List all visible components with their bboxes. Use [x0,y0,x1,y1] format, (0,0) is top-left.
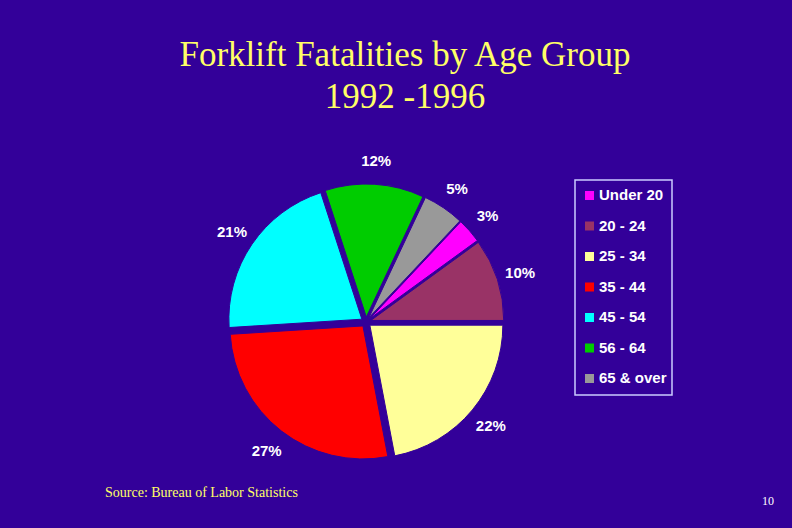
legend-label: 45 - 54 [599,308,646,325]
source-note: Source: Bureau of Labor Statistics [105,485,298,500]
slice [370,325,503,456]
legend-swatch [585,313,594,322]
legend-swatch [585,191,594,200]
title: Forklift Fatalities by Age Group [179,35,630,74]
legend-swatch [585,222,594,231]
legend-label: 65 & over [599,369,667,386]
page-number: 10 [762,494,774,508]
legend-label: 35 - 44 [599,278,646,295]
legend-label: 25 - 34 [599,247,646,264]
slice [230,326,388,459]
chart: Forklift Fatalities by Age Group1992 -19… [0,0,792,528]
data-label: 22% [476,417,506,434]
data-label: 5% [446,180,468,197]
legend-swatch [585,344,594,353]
legend-label: 56 - 64 [599,339,646,356]
pie [229,184,504,459]
legend-box [575,180,672,395]
data-label: 12% [361,152,391,169]
legend-swatch [585,252,594,261]
data-label: 3% [477,207,499,224]
legend-swatch [585,374,594,383]
subtitle: 1992 -1996 [325,77,485,116]
data-label: 21% [217,223,247,240]
legend-swatch [585,283,594,292]
slice [369,198,460,318]
data-label: 10% [505,264,535,281]
data-label: 27% [252,442,282,459]
legend-label: 20 - 24 [599,217,646,234]
legend-label: Under 20 [599,186,663,203]
background [0,0,792,528]
